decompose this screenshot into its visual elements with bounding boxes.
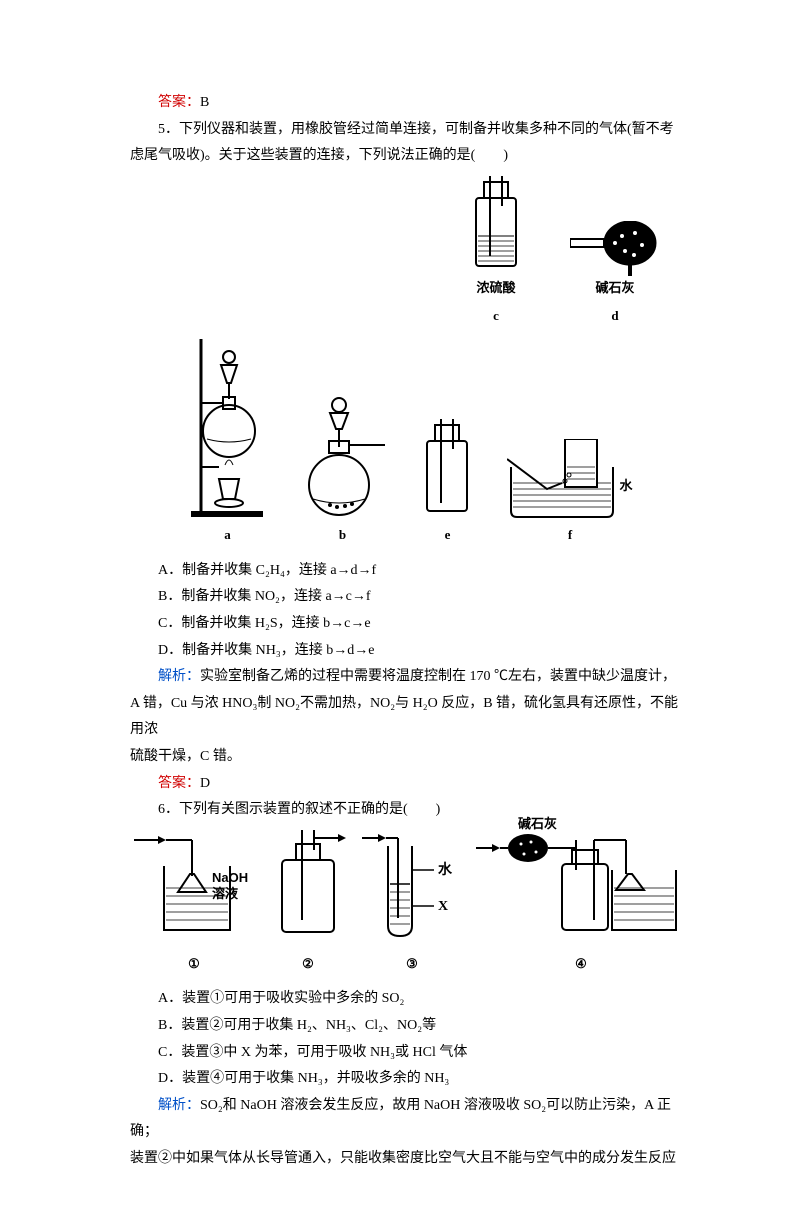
- q6-optA: A．装置①可用于吸收实验中多余的 SO₂: [130, 986, 690, 1013]
- answer-label: 答案：: [158, 95, 200, 110]
- q6-analysis-line1: 解析：SO₂和 NaOH 溶液会发生反应，故用 NaOH 溶液吸收 SO₂可以防…: [130, 1093, 690, 1146]
- q6-optB: B．装置②可用于收集 H₂、NH₃、Cl₂、NO₂等: [130, 1013, 690, 1040]
- absorption-train-icon: [476, 830, 686, 948]
- answer-value: B: [200, 95, 209, 110]
- fig-e: e: [417, 419, 477, 548]
- fig-c: 浓硫酸 c: [462, 176, 530, 329]
- q6-figure: NaOH 溶液 ① ②: [130, 830, 690, 977]
- answer-label-5: 答案：: [158, 776, 200, 791]
- fig-a-label: a: [224, 523, 231, 548]
- q6-analysis-text1: SO₂和 NaOH 溶液会发生反应，故用 NaOH 溶液吸收 SO₂可以防止污染…: [130, 1098, 671, 1140]
- gas-jar-icon: [417, 419, 477, 519]
- drying-tube-icon: [570, 221, 660, 276]
- flask-funnel-icon: [297, 389, 387, 519]
- naoh-text: NaOH: [212, 870, 248, 885]
- fig-f: 水 f: [507, 439, 632, 548]
- document-page: 答案：B 5．下列仪器和装置，用橡胶管经过简单连接，可制备并收集多种不同的气体(…: [0, 0, 800, 1213]
- test-tube-icon: 水 X: [362, 830, 462, 948]
- q5-stem-text1: 下列仪器和装置，用橡胶管经过简单连接，可制备并收集多种不同的气体(暂不考: [179, 122, 674, 137]
- fig3-label: ③: [406, 952, 418, 977]
- analysis-label-6: 解析：: [158, 1098, 200, 1113]
- q5-analysis-line3: 硫酸干燥，C 错。: [130, 744, 690, 771]
- fig-1: NaOH 溶液 ①: [134, 830, 254, 977]
- q6-analysis-line2: 装置②中如果气体从长导管通入，只能收集密度比空气大且不能与空气中的成分发生反应: [130, 1146, 690, 1173]
- fig4-label: ④: [575, 952, 587, 977]
- q5-optD: D．制备并收集 NH₃，连接 b→d→e: [130, 638, 690, 665]
- q6-optD: D．装置④可用于收集 NH₃，并吸收多余的 NH₃: [130, 1066, 690, 1093]
- analysis-label: 解析：: [158, 669, 200, 684]
- q5-answer-value: D: [200, 776, 210, 791]
- fig-4: 碱石灰: [476, 830, 686, 977]
- q5-number: 5．: [158, 122, 179, 137]
- fig1-label: ①: [188, 952, 200, 977]
- q5-optB: B．制备并收集 NO₂，连接 a→c→f: [130, 584, 690, 611]
- fig-f-label: f: [568, 523, 572, 548]
- fig-e-label: e: [445, 523, 451, 548]
- water-text: 水: [438, 861, 453, 878]
- soda-lime-label: 碱石灰: [518, 812, 557, 837]
- fig-3: 水 X ③: [362, 830, 462, 977]
- fig-d-label: d: [611, 304, 618, 329]
- fig-a: a: [187, 339, 267, 548]
- flask-stand-icon: [187, 339, 267, 519]
- beaker-funnel-icon: NaOH 溶液: [134, 830, 254, 948]
- q5-optA: A．制备并收集 C₂H₄，连接 a→d→f: [130, 558, 690, 585]
- q5-stem-line1: 5．下列仪器和装置，用橡胶管经过简单连接，可制备并收集多种不同的气体(暂不考: [130, 117, 690, 144]
- naoh-sol-text: 溶液: [212, 886, 238, 901]
- q4-answer-line: 答案：B: [130, 90, 690, 117]
- q5-analysis-line2: A 错，Cu 与浓 HNO₃制 NO₂不需加热，NO₂与 H₂O 反应，B 错，…: [130, 691, 690, 744]
- q6-stem-text: 下列有关图示装置的叙述不正确的是( ): [179, 802, 440, 817]
- q5-analysis-line1: 解析：实验室制备乙烯的过程中需要将温度控制在 170 ℃左右，装置中缺少温度计，: [130, 664, 690, 691]
- q5-figure: 浓硫酸 c 碱石灰 d: [130, 176, 690, 548]
- fig-c-label: c: [493, 304, 499, 329]
- q6-optC: C．装置③中 X 为苯，可用于吸收 NH₃或 HCl 气体: [130, 1040, 690, 1067]
- x-text: X: [438, 899, 448, 914]
- q5-optC: C．制备并收集 H₂S，连接 b→c→e: [130, 611, 690, 638]
- wash-bottle-icon: [462, 176, 530, 276]
- fig-2: ②: [268, 830, 348, 977]
- q5-stem-line2: 虑尾气吸收)。关于这些装置的连接，下列说法正确的是( ): [130, 143, 690, 170]
- q6-stem-line: 6．下列有关图示装置的叙述不正确的是( ): [130, 797, 690, 824]
- q6-number: 6．: [158, 802, 179, 817]
- fig-f-water-label: 水: [619, 474, 632, 499]
- q5-analysis-text1: 实验室制备乙烯的过程中需要将温度控制在 170 ℃左右，装置中缺少温度计，: [200, 669, 676, 684]
- fig-d-chem-label: 碱石灰: [595, 276, 634, 301]
- fig-c-chem-label: 浓硫酸: [476, 276, 515, 301]
- gas-bottle-icon: [268, 830, 348, 948]
- water-trough-icon: [507, 439, 617, 519]
- fig-d: 碱石灰 d: [570, 221, 660, 329]
- q5-answer-line: 答案：D: [130, 771, 690, 798]
- fig-b: b: [297, 389, 387, 548]
- fig-b-label: b: [339, 523, 346, 548]
- fig2-label: ②: [302, 952, 314, 977]
